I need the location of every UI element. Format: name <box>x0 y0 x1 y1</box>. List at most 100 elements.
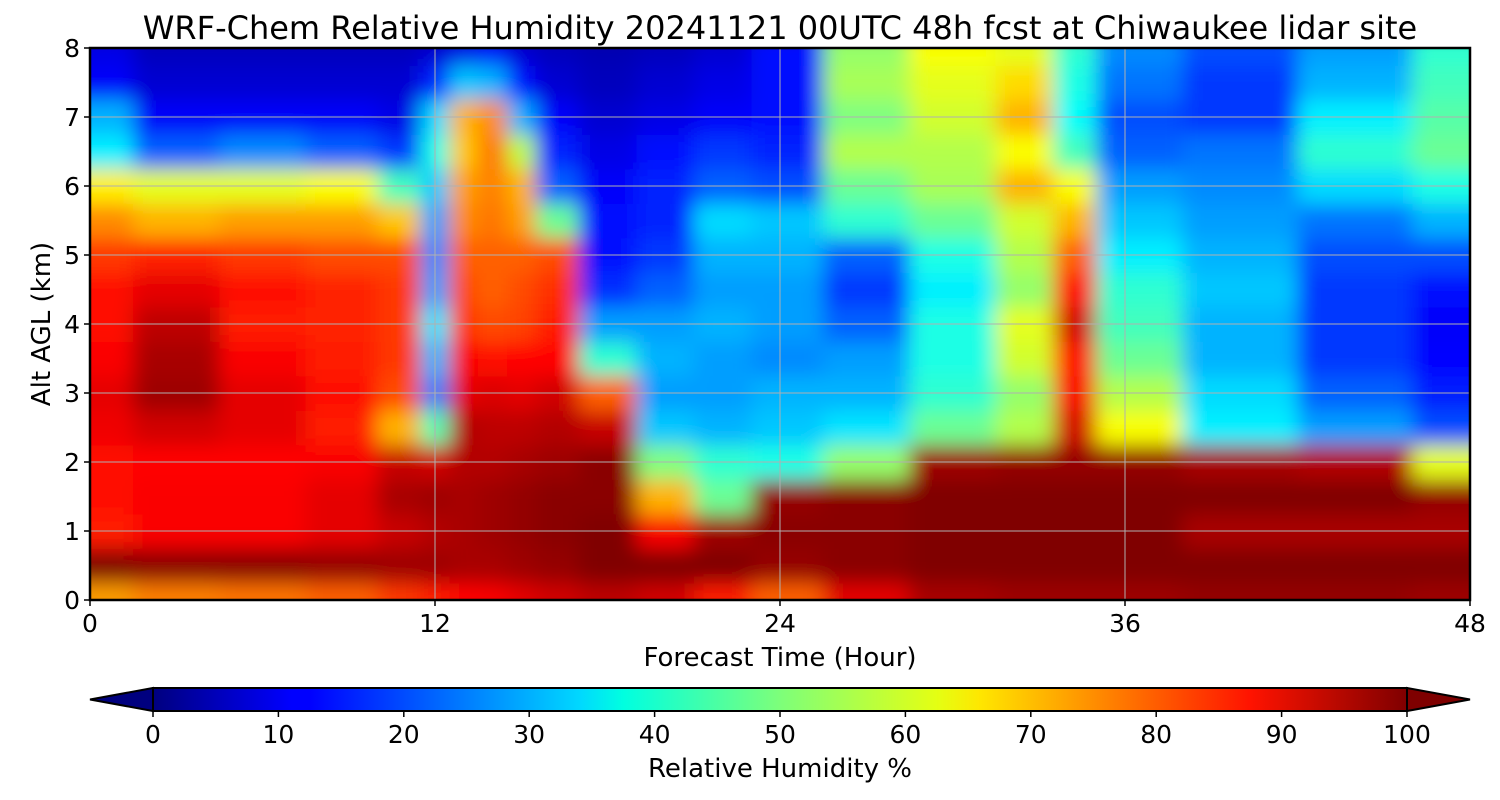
rh-cell <box>449 272 479 308</box>
rh-cell <box>535 203 580 239</box>
rh-cell <box>1297 582 1414 600</box>
rh-cell <box>1053 341 1097 377</box>
x-axis-label: Forecast Time (Hour) <box>643 643 916 673</box>
rh-cell <box>995 48 1054 66</box>
rh-cell <box>909 582 997 600</box>
rh-cell <box>478 134 508 170</box>
rh-cell <box>693 341 752 377</box>
rh-cell <box>219 341 307 377</box>
rh-cell <box>578 65 637 101</box>
y-tick-label: 3 <box>64 379 80 408</box>
colorbar: 0 10 20 30 40 50 60 70 80 90 100 Relative Humidity… <box>89 686 1471 784</box>
rh-cell <box>1412 582 1470 600</box>
rh-cell <box>1053 48 1097 66</box>
rh-cell <box>636 479 695 515</box>
colorbar-tick-label: 10 <box>262 720 294 749</box>
rh-cell <box>909 548 997 584</box>
rh-cell <box>90 582 134 600</box>
rh-cell <box>823 548 910 584</box>
rh-cell <box>1412 479 1470 515</box>
rh-cell <box>90 410 134 446</box>
rh-cell <box>449 410 479 446</box>
rh-cell <box>823 582 910 600</box>
rh-cell <box>751 48 824 66</box>
rh-cell <box>449 203 479 239</box>
rh-cell <box>823 479 910 515</box>
rh-cell <box>1182 582 1299 600</box>
rh-cell <box>751 341 824 377</box>
rh-cell <box>1053 272 1097 308</box>
rh-cell <box>751 582 824 600</box>
rh-cell <box>1096 65 1184 101</box>
rh-cell <box>535 65 580 101</box>
x-tick-label: 0 <box>82 609 98 638</box>
rh-cell <box>1412 134 1470 170</box>
rh-cell <box>1053 410 1097 446</box>
rh-cell <box>1096 479 1184 515</box>
rh-cell <box>1096 48 1184 66</box>
rh-cell <box>1297 134 1414 170</box>
rh-cell <box>636 65 695 101</box>
rh-cell <box>751 410 824 446</box>
rh-cell <box>305 582 379 600</box>
rh-cell <box>909 479 997 515</box>
rh-cell <box>636 48 695 66</box>
rh-cell <box>133 341 220 377</box>
rh-cell <box>1096 582 1184 600</box>
rh-cell <box>133 203 220 239</box>
rh-cell <box>133 272 220 308</box>
rh-cell <box>995 272 1054 308</box>
rh-cell <box>636 341 695 377</box>
colorbar-tick-label: 40 <box>639 720 671 749</box>
rh-cell <box>1096 203 1184 239</box>
rh-cell <box>823 134 910 170</box>
rh-cell <box>478 48 508 66</box>
y-axis: 0 1 2 3 4 5 6 7 8 <box>64 34 90 615</box>
rh-cell <box>909 134 997 170</box>
rh-cell <box>133 548 220 584</box>
rh-cell <box>1297 341 1414 377</box>
rh-cell <box>377 272 422 308</box>
y-tick-label: 5 <box>64 241 80 270</box>
rh-cell <box>219 410 307 446</box>
rh-cell <box>377 410 422 446</box>
rh-cell <box>1297 65 1414 101</box>
rh-cell <box>90 341 134 377</box>
rh-cell <box>506 341 537 377</box>
rh-cell <box>751 134 824 170</box>
rh-cell <box>578 203 637 239</box>
rh-cell <box>535 410 580 446</box>
x-axis: 0 12 24 36 48 <box>82 600 1486 638</box>
rh-cell <box>909 65 997 101</box>
x-tick-label: 36 <box>1109 609 1141 638</box>
rh-cell <box>1297 410 1414 446</box>
rh-cell <box>1053 134 1097 170</box>
rh-cell <box>133 582 220 600</box>
rh-cell <box>377 582 422 600</box>
rh-cell <box>219 48 307 66</box>
rh-cell <box>636 134 695 170</box>
rh-cell <box>1053 479 1097 515</box>
colorbar-tick-label: 70 <box>1015 720 1047 749</box>
rh-cell <box>693 272 752 308</box>
rh-cell <box>1182 479 1299 515</box>
rh-cell <box>995 582 1054 600</box>
rh-cell <box>578 479 637 515</box>
rh-cell <box>578 582 637 600</box>
rh-cell <box>219 203 307 239</box>
rh-cell <box>377 65 422 101</box>
colorbar-tick-label: 90 <box>1266 720 1298 749</box>
rh-cell <box>1096 341 1184 377</box>
rh-cell <box>636 410 695 446</box>
rh-cell <box>377 134 422 170</box>
rh-cell <box>133 410 220 446</box>
rh-cell <box>535 341 580 377</box>
rh-cell <box>506 65 537 101</box>
rh-cell <box>578 341 637 377</box>
rh-cell <box>693 65 752 101</box>
rh-cell <box>219 548 307 584</box>
rh-cell <box>1412 341 1470 377</box>
rh-cell <box>909 341 997 377</box>
colorbar-tick-label: 100 <box>1383 720 1431 749</box>
rh-cell <box>1182 134 1299 170</box>
